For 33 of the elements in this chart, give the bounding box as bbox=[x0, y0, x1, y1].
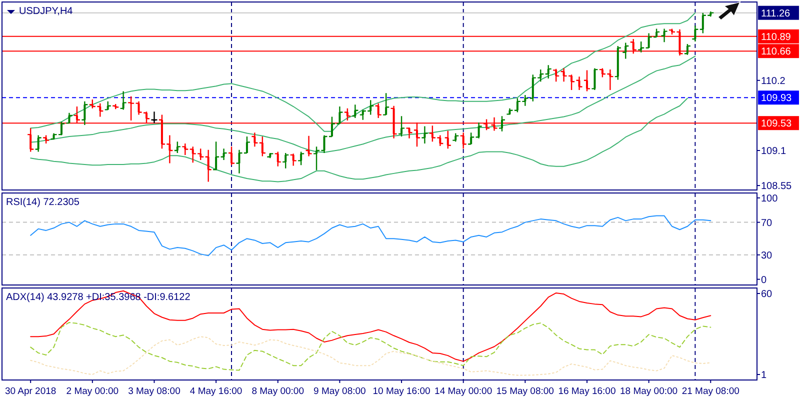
x-tick-label: 4 May 16:00 bbox=[190, 386, 242, 397]
x-tick-label: 3 May 08:00 bbox=[128, 386, 180, 397]
ref-line-label: 111.26 bbox=[761, 8, 791, 20]
x-tick-label: 18 May 00:00 bbox=[620, 386, 678, 397]
y-tick-label: 1 bbox=[761, 370, 767, 382]
chart-title: RSI(14) 72.2305 bbox=[6, 197, 80, 208]
y-tick-label: 0 bbox=[761, 274, 767, 286]
ref-line-label: 109.53 bbox=[761, 118, 792, 130]
chart-title: USDJPY,H4 bbox=[19, 6, 74, 17]
y-tick-label: 70 bbox=[761, 218, 773, 229]
x-tick-label: 10 May 16:00 bbox=[372, 386, 430, 397]
x-tick-label: 14 May 00:00 bbox=[434, 386, 492, 397]
y-tick-label: 60 bbox=[761, 288, 773, 300]
x-tick-label: 21 May 08:00 bbox=[682, 386, 740, 397]
line-series bbox=[30, 215, 712, 256]
y-tick-label: 108.55 bbox=[761, 181, 792, 192]
x-tick-label: 2 May 00:00 bbox=[66, 386, 119, 397]
y-tick-label: 100 bbox=[761, 193, 778, 204]
ref-line-label: 110.66 bbox=[761, 46, 792, 58]
x-tick-label: 30 Apr 2018 bbox=[4, 386, 56, 397]
line-series bbox=[30, 98, 688, 182]
y-tick-label: 30 bbox=[761, 250, 773, 262]
y-tick-label: 109.1 bbox=[761, 146, 786, 157]
line-series bbox=[30, 56, 696, 153]
x-tick-label: 15 May 08:00 bbox=[496, 386, 554, 397]
ref-line-label: 109.93 bbox=[761, 93, 792, 104]
line-series bbox=[30, 336, 712, 376]
y-tick-label: 110.2 bbox=[761, 76, 786, 87]
x-tick-label: 9 May 08:00 bbox=[314, 386, 366, 397]
line-series bbox=[30, 322, 712, 371]
x-tick-label: 16 May 16:00 bbox=[558, 386, 616, 397]
x-tick-label: 8 May 00:00 bbox=[252, 386, 304, 397]
ref-line-label: 110.89 bbox=[761, 32, 792, 43]
